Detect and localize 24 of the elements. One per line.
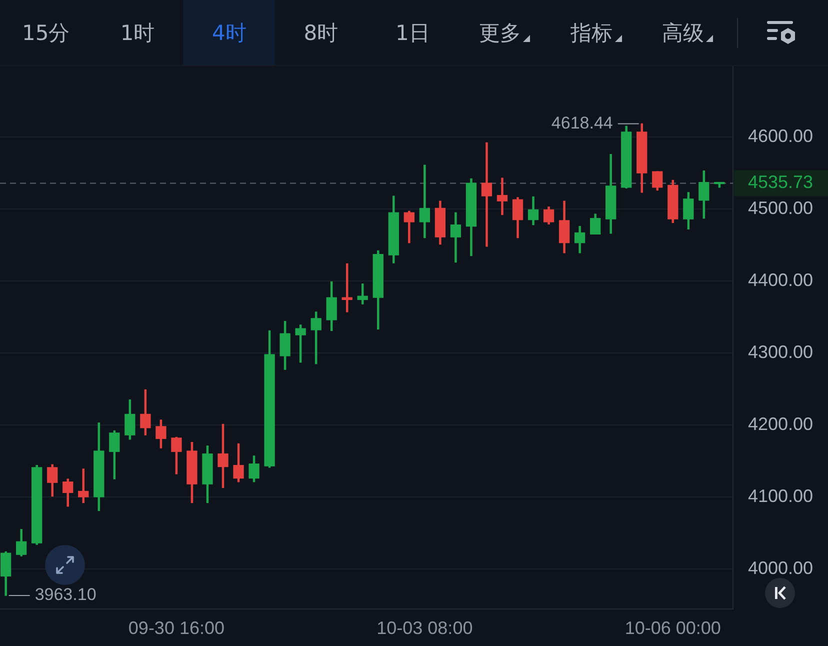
text: 1时 bbox=[120, 20, 155, 46]
ref-line-label: 4535.73 bbox=[748, 172, 814, 192]
x-tick-label: 10-03 08:00 bbox=[376, 618, 473, 638]
text: 4时 bbox=[212, 20, 246, 46]
text: 1日 bbox=[395, 20, 430, 46]
y-tick-label: 4000.00 bbox=[748, 558, 814, 578]
x-tick-label: 09-30 16:00 bbox=[128, 618, 225, 638]
y-tick-label: 4400.00 bbox=[748, 270, 814, 290]
text: 高级 bbox=[662, 20, 704, 46]
text: 更多 bbox=[478, 20, 521, 46]
candlestick bbox=[357, 284, 368, 304]
candlestick bbox=[496, 178, 508, 216]
y-tick-label: 4300.00 bbox=[748, 342, 814, 362]
annotation: 4618.44 bbox=[551, 113, 613, 132]
text: 8时 bbox=[304, 20, 338, 46]
y-tick-label: 4600.00 bbox=[748, 126, 814, 146]
y-tick-label: 4200.00 bbox=[748, 414, 814, 434]
y-tick-label: 4500.00 bbox=[748, 198, 814, 218]
text: 指标 bbox=[570, 20, 613, 46]
y-tick-label: 4100.00 bbox=[748, 486, 814, 506]
text: 15分 bbox=[22, 20, 70, 46]
x-tick-label: 10-06 00:00 bbox=[624, 618, 721, 638]
annotation: 3963.10 bbox=[34, 585, 96, 604]
candlestick bbox=[481, 142, 492, 247]
